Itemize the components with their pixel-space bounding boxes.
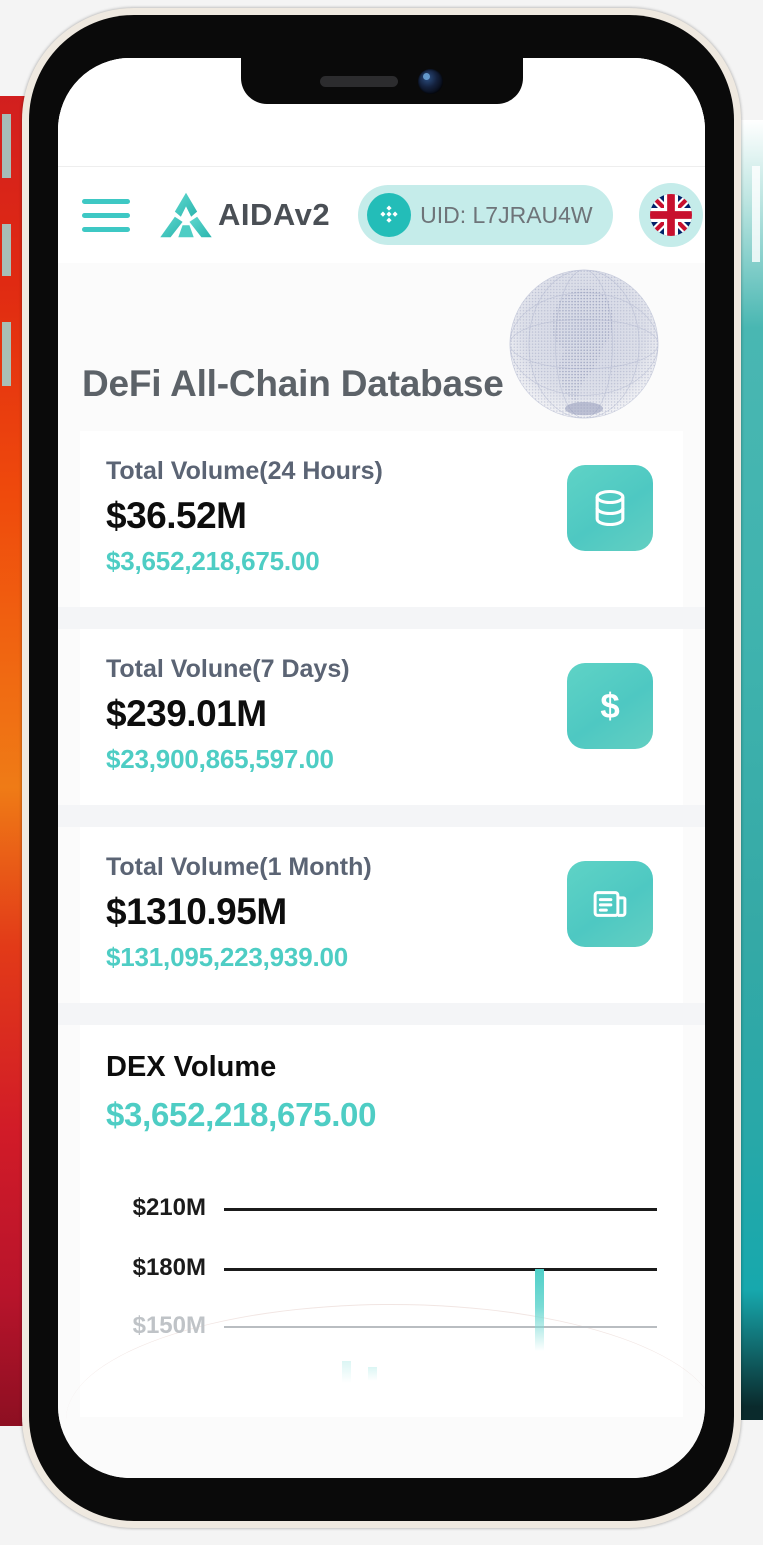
card-divider [58, 607, 705, 629]
y-axis-tick-label: $180M [132, 1254, 206, 1281]
chart-bar [342, 1361, 351, 1383]
uid-pill[interactable]: UID: L7JRAU4W [358, 185, 613, 245]
card-divider [58, 805, 705, 827]
chart-plot-area[interactable]: $210M $180M $150M [66, 1185, 705, 1417]
uid-label: UID: L7JRAU4W [420, 201, 593, 228]
database-icon [567, 465, 653, 551]
app-header: AIDAv2 [58, 167, 705, 263]
stat-label: Total Volume(1 Month) [106, 853, 372, 881]
stat-card-body: Total Volune(7 Days) $239.01M $23,900,86… [106, 655, 549, 775]
stat-card-7d[interactable]: Total Volune(7 Days) $239.01M $23,900,86… [80, 629, 683, 805]
dollar-icon: $ [567, 663, 653, 749]
hamburger-icon[interactable] [82, 198, 130, 232]
stat-value: $36.52M [106, 495, 247, 536]
gridline [224, 1267, 657, 1271]
bnb-diamond-icon [367, 193, 412, 237]
y-axis-tick-label: $210M [132, 1194, 206, 1221]
dotted-globe-icon [509, 269, 659, 419]
backdrop-strip-right [741, 120, 763, 1420]
gridline [224, 1326, 657, 1328]
brand-name: AIDAv2 [218, 197, 331, 232]
brand-logo[interactable]: AIDAv2 [158, 191, 330, 239]
phone-device: AIDAv2 [22, 8, 741, 1528]
stat-subvalue: $23,900,865,597.00 [106, 744, 334, 774]
language-button[interactable] [638, 183, 703, 247]
phone-notch [240, 58, 523, 104]
chart-bar [535, 1269, 544, 1351]
stat-card-body: Total Volume(1 Month) $1310.95M $131,095… [106, 853, 549, 973]
dex-volume-panel: DEX Volume $3,652,218,675.00 $210M $180M… [66, 1025, 705, 1417]
aida-triangle-logo-icon [160, 192, 212, 238]
stat-value: $239.01M [106, 693, 267, 734]
stat-value: $1310.95M [106, 891, 287, 932]
phone-screen: AIDAv2 [58, 58, 705, 1478]
hero-section: DeFi All-Chain Database [58, 263, 705, 431]
uk-flag-icon [649, 194, 692, 236]
app-viewport: AIDAv2 [58, 58, 705, 1478]
svg-text:$: $ [600, 687, 619, 726]
earpiece-speaker-icon [320, 75, 398, 87]
backdrop-strip-left [0, 96, 26, 1426]
card-divider [58, 1003, 705, 1025]
stat-card-1m[interactable]: Total Volume(1 Month) $1310.95M $131,095… [80, 827, 683, 1003]
stat-subvalue: $131,095,223,939.00 [106, 942, 348, 972]
stat-subvalue: $3,652,218,675.00 [106, 546, 320, 576]
news-document-icon [567, 861, 653, 947]
stat-card-24h[interactable]: Total Volume(24 Hours) $36.52M $3,652,21… [80, 431, 683, 607]
chart-bar [368, 1367, 377, 1381]
stat-card-body: Total Volume(24 Hours) $36.52M $3,652,21… [106, 457, 549, 577]
y-axis-tick-label: $150M [132, 1312, 206, 1339]
stat-label: Total Volume(24 Hours) [106, 457, 383, 485]
gridline [224, 1207, 657, 1211]
chart-total-value: $3,652,218,675.00 [106, 1096, 377, 1133]
page-title: DeFi All-Chain Database [82, 363, 504, 404]
front-camera-icon [418, 68, 443, 94]
stat-label: Total Volune(7 Days) [106, 655, 350, 683]
chart-title: DEX Volume [106, 1051, 277, 1083]
